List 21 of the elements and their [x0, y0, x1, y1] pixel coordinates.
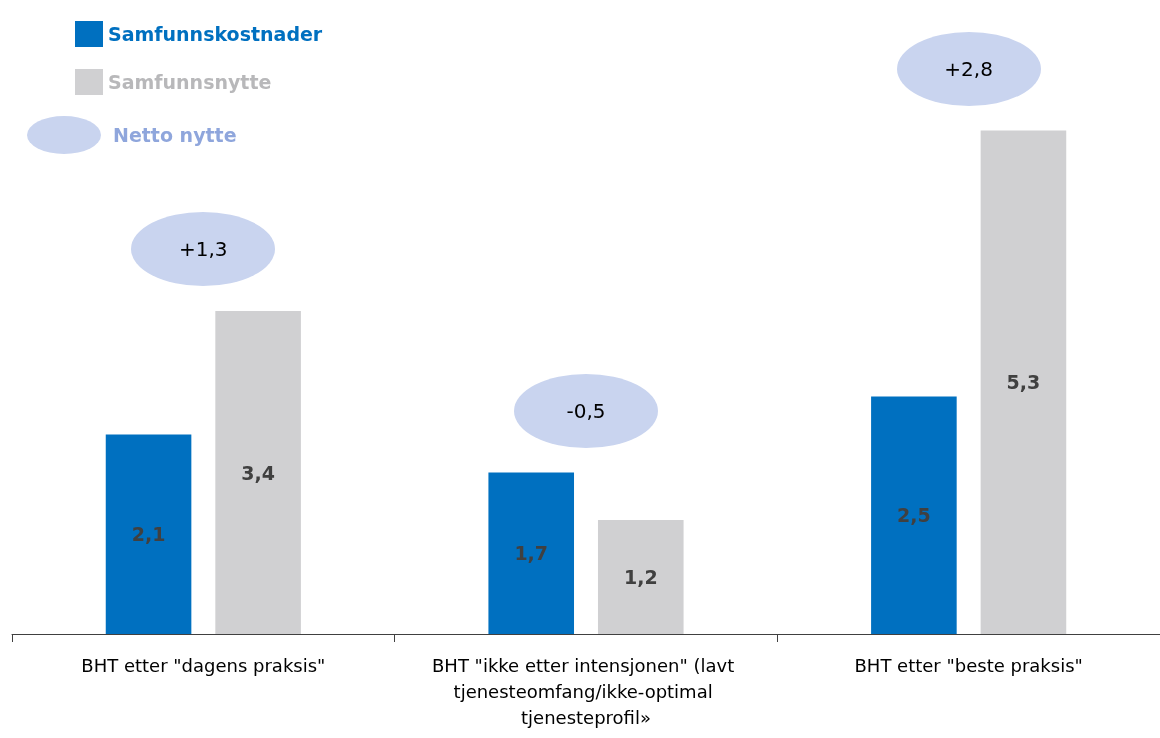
data-label: 2,1 — [131, 523, 166, 546]
bar — [597, 520, 684, 634]
bar — [105, 434, 192, 634]
data-label: 2,5 — [897, 504, 931, 527]
x-tick-label: BHT etter "beste praksis" — [854, 654, 1083, 676]
bar — [871, 396, 957, 634]
bar — [488, 472, 575, 634]
x-tick-label: BHT etter "dagens praksis" — [81, 654, 326, 676]
data-label: 3,4 — [241, 461, 275, 484]
legend-label: Samfunnsnytte — [108, 71, 272, 93]
data-label: 1,2 — [623, 566, 658, 588]
legend-label: Samfunnskostnader — [108, 23, 323, 45]
annotation: -0,5 — [566, 398, 606, 423]
annotation: Netto nytte — [113, 124, 237, 146]
data-label: 5,3 — [1006, 371, 1041, 394]
annotation: +1,3 — [179, 237, 228, 261]
bar — [980, 130, 1067, 634]
data-label: 1,7 — [514, 542, 549, 565]
bar — [215, 311, 301, 634]
text: +2,8 — [944, 56, 993, 81]
x-tick-label: BHT "ikke etter intensjonen" (lavt tjenesteomfang/ikke-optimal tjenesteprofil» — [432, 654, 740, 728]
